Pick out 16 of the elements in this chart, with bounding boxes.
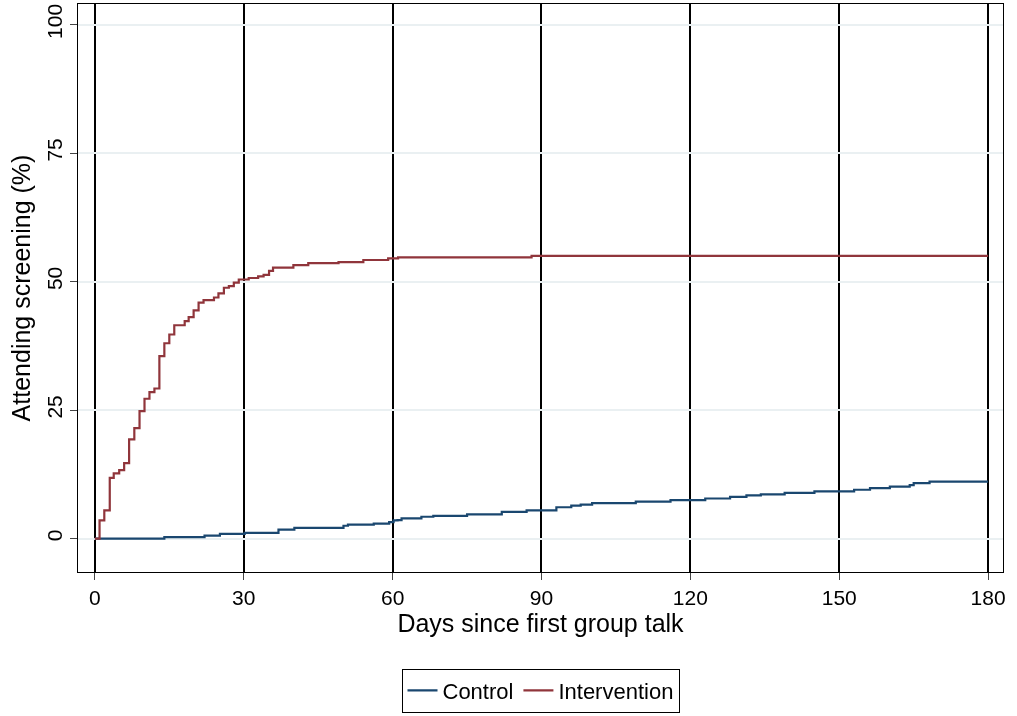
- x-axis-title: Days since first group talk: [397, 609, 685, 638]
- legend-label: Control: [442, 678, 514, 704]
- y-axis-title: Attending screening (%): [7, 154, 36, 422]
- x-tick-label: 180: [970, 586, 1006, 610]
- y-tick-label: 50: [42, 266, 66, 291]
- y-tick-label: 75: [42, 138, 66, 162]
- x-tick-label: 120: [672, 586, 708, 610]
- y-tick-label: 25: [42, 395, 66, 419]
- x-tick-label: 150: [821, 586, 857, 610]
- x-tick-label: 30: [232, 586, 256, 610]
- x-tick-label: 90: [529, 586, 554, 610]
- x-tick-label: 0: [89, 586, 101, 610]
- y-tick-label: 100: [42, 3, 66, 39]
- legend-label: Intervention: [558, 678, 674, 704]
- y-tick-label: 0: [42, 529, 66, 542]
- x-tick-label: 60: [380, 586, 405, 610]
